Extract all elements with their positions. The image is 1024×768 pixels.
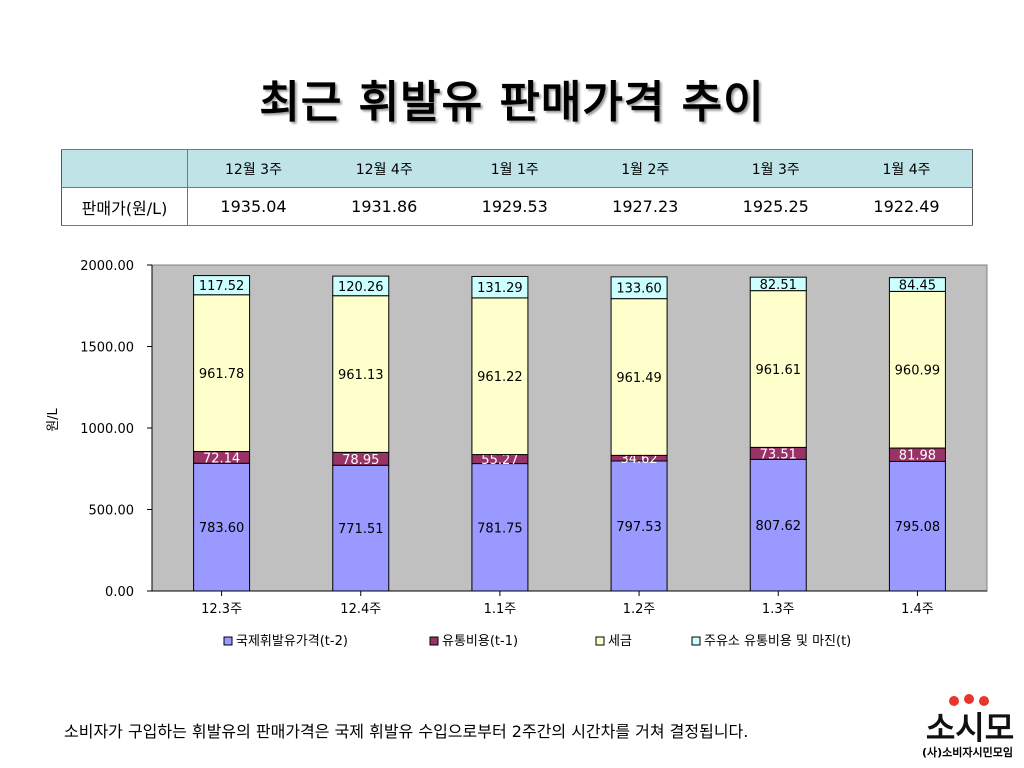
table-cell: 1931.86 xyxy=(318,187,450,226)
data-label: 960.99 xyxy=(895,364,941,379)
bar-segment xyxy=(332,295,390,453)
table-cell: 1925.25 xyxy=(710,187,841,226)
legend-label: 주유소 유통비용 및 마진(t) xyxy=(704,634,851,649)
legend-swatch xyxy=(223,636,233,646)
bar-segment xyxy=(749,276,807,292)
data-label: 73.51 xyxy=(760,447,797,462)
data-label: 81.98 xyxy=(899,449,936,464)
legend-label: 국제휘발유가격(t-2) xyxy=(236,634,348,649)
bar-segment xyxy=(610,460,668,592)
data-label: 72.14 xyxy=(203,451,240,466)
legend-label: 세금 xyxy=(608,634,632,649)
x-tick-label: 12.4주 xyxy=(340,602,381,617)
data-label: 797.53 xyxy=(616,520,662,535)
x-tick-label: 12.3주 xyxy=(201,602,242,617)
data-label: 82.51 xyxy=(760,278,797,293)
data-label: 34.62 xyxy=(620,452,657,467)
table-cell: 1929.53 xyxy=(449,187,580,226)
bar-segment xyxy=(471,275,529,299)
bar-segment xyxy=(610,298,668,456)
data-label: 961.78 xyxy=(199,367,245,382)
data-label: 807.62 xyxy=(756,519,802,534)
price-table: 12월 3주 12월 4주 1월 1주 1월 2주 1월 3주 1월 4주 판매… xyxy=(61,149,973,226)
bar-segment xyxy=(193,294,251,453)
y-tick-label: 2000.00 xyxy=(80,259,134,274)
bar-segment xyxy=(332,464,390,592)
bar-segment xyxy=(888,290,946,449)
logo-mark: 소시모 xyxy=(926,709,1014,747)
table-cell: 1927.23 xyxy=(579,187,711,226)
x-tick-label: 1.3주 xyxy=(762,602,795,617)
data-label: 961.13 xyxy=(338,368,384,383)
table-cell: 1935.04 xyxy=(187,187,319,226)
bar-segment xyxy=(888,277,946,292)
bar-segment xyxy=(193,275,251,296)
table-header-cell: 1월 3주 xyxy=(710,149,841,188)
table-header-row: 12월 3주 12월 4주 1월 1주 1월 2주 1월 3주 1월 4주 xyxy=(61,149,973,188)
y-tick-label: 0.00 xyxy=(105,585,134,600)
table-row: 판매가(원/L) 1935.04 1931.86 1929.53 1927.23… xyxy=(61,187,973,226)
data-label: 795.08 xyxy=(895,520,941,535)
bar-segment xyxy=(888,460,946,592)
footer-note: 소비자가 구입하는 휘발유의 판매가격은 국제 휘발유 수입으로부터 2주간의 … xyxy=(64,722,749,741)
table-header-cell: 12월 3주 xyxy=(187,149,319,188)
legend-swatch xyxy=(595,636,605,646)
bar-segment xyxy=(749,290,807,448)
data-label: 781.75 xyxy=(477,521,523,536)
y-tick-label: 1500.00 xyxy=(80,341,134,356)
legend-swatch xyxy=(429,636,439,646)
data-label: 120.26 xyxy=(338,280,384,295)
y-axis-label: 원/L xyxy=(46,407,61,431)
data-label: 961.49 xyxy=(616,371,662,386)
data-label: 131.29 xyxy=(477,281,523,296)
logo-caption: (사)소비자시민모임 xyxy=(922,746,1014,759)
data-label: 961.61 xyxy=(756,363,802,378)
table-corner-cell xyxy=(61,149,188,188)
data-label: 55.27 xyxy=(481,453,518,468)
logo: 소시모 xyxy=(926,694,1014,747)
table-header-cell: 12월 4주 xyxy=(318,149,450,188)
bar-segment xyxy=(332,275,390,297)
data-label: 961.22 xyxy=(477,370,523,385)
data-label: 117.52 xyxy=(199,279,245,294)
y-tick-label: 500.00 xyxy=(89,504,135,519)
data-label: 84.45 xyxy=(899,279,936,294)
table-row-label: 판매가(원/L) xyxy=(61,187,188,226)
table-header-cell: 1월 2주 xyxy=(579,149,711,188)
x-tick-label: 1.2주 xyxy=(623,602,656,617)
table-header-cell: 1월 4주 xyxy=(840,149,973,188)
data-label: 78.95 xyxy=(342,453,379,468)
data-label: 771.51 xyxy=(338,522,384,537)
x-tick-label: 1.4주 xyxy=(901,602,934,617)
data-label: 133.60 xyxy=(616,282,662,297)
page-title: 최근 휘발유 판매가격 추이 xyxy=(259,77,765,128)
legend-swatch xyxy=(691,636,701,646)
plot-area xyxy=(151,264,988,592)
table-header-cell: 1월 1주 xyxy=(449,149,580,188)
table-cell: 1922.49 xyxy=(840,187,973,226)
data-label: 783.60 xyxy=(199,521,245,536)
bar-segment xyxy=(610,276,668,300)
stacked-bar-chart: 0.00 500.00 1000.00 1500.00 2000.00 원/L 783.60… xyxy=(46,259,988,649)
x-tick-label: 1.1주 xyxy=(484,602,517,617)
legend-label: 유통비용(t-1) xyxy=(442,634,518,649)
y-tick-label: 1000.00 xyxy=(80,422,134,437)
